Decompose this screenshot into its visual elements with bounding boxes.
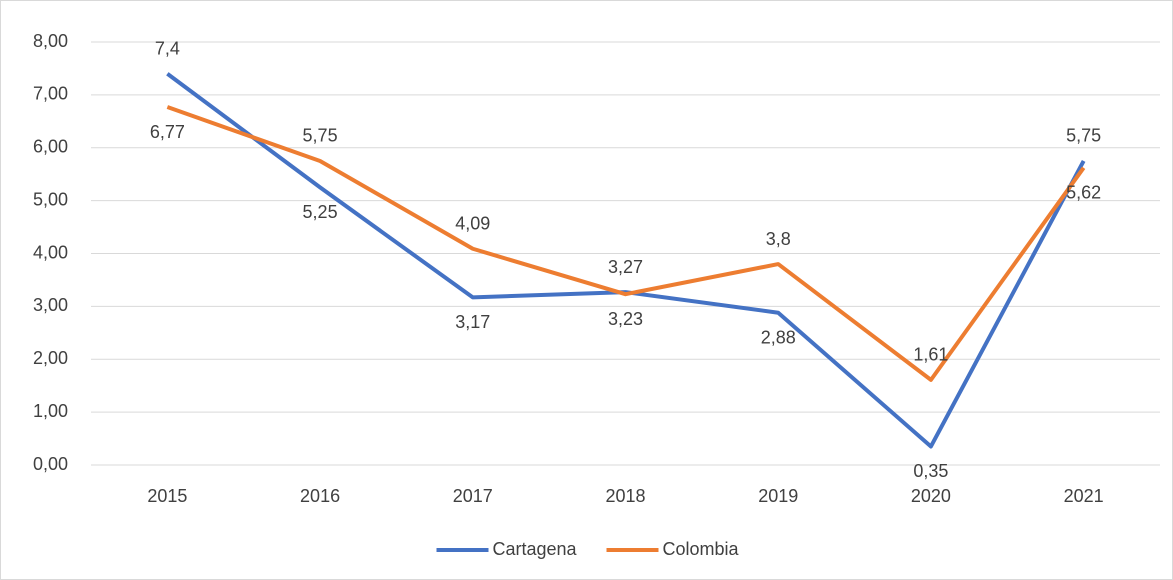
y-tick-label: 1,00 [33,401,68,421]
data-label: 0,35 [913,461,948,481]
y-tick-label: 0,00 [33,454,68,474]
data-label: 6,77 [150,122,185,142]
data-label: 4,09 [455,213,490,233]
data-label: 3,8 [766,229,791,249]
data-label: 5,75 [303,126,338,146]
y-tick-label: 7,00 [33,84,68,104]
data-label: 2,88 [761,327,796,347]
data-label: 7,4 [155,38,180,58]
series-line [166,105,1086,382]
x-tick-label: 2020 [911,486,951,506]
y-tick-label: 4,00 [33,242,68,262]
x-tick-label: 2016 [300,486,340,506]
legend-label: Colombia [663,539,740,559]
x-tick-label: 2021 [1064,486,1104,506]
data-label: 1,61 [913,345,948,365]
y-tick-label: 2,00 [33,348,68,368]
data-label: 3,17 [455,312,490,332]
data-label: 5,62 [1066,183,1101,203]
data-label: 3,23 [608,309,643,329]
y-tick-label: 6,00 [33,137,68,157]
data-label: 5,25 [303,202,338,222]
y-tick-label: 5,00 [33,189,68,209]
y-tick-label: 8,00 [33,31,68,51]
x-tick-label: 2017 [453,486,493,506]
x-tick-label: 2019 [758,486,798,506]
x-tick-label: 2018 [605,486,645,506]
x-tick-label: 2015 [147,486,187,506]
series-line [166,72,1086,449]
data-label: 5,75 [1066,126,1101,146]
legend-label: Cartagena [493,539,578,559]
data-label: 3,27 [608,257,643,277]
y-tick-label: 3,00 [33,295,68,315]
